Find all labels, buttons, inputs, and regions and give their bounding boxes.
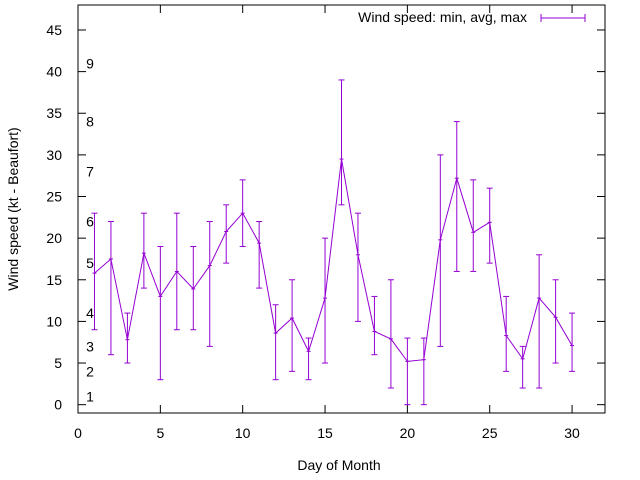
y-axis-label: Wind speed (kt - Beaufort) xyxy=(5,127,21,290)
beaufort-label: 4 xyxy=(86,305,94,321)
y-tick-label: 40 xyxy=(46,64,62,80)
x-tick-label: 15 xyxy=(317,425,333,441)
x-axis-label: Day of Month xyxy=(297,457,380,473)
x-tick-label: 10 xyxy=(235,425,251,441)
x-tick-label: 25 xyxy=(482,425,498,441)
beaufort-label: 8 xyxy=(86,114,94,130)
legend-label: Wind speed: min, avg, max xyxy=(358,9,527,25)
y-tick-label: 20 xyxy=(46,230,62,246)
beaufort-label: 7 xyxy=(86,164,94,180)
y-tick-label: 10 xyxy=(46,313,62,329)
y-tick-label: 15 xyxy=(46,272,62,288)
x-tick-label: 0 xyxy=(74,425,82,441)
x-tick-label: 20 xyxy=(400,425,416,441)
plot-frame xyxy=(77,4,606,414)
beaufort-label: 9 xyxy=(86,55,94,71)
y-tick-label: 30 xyxy=(46,147,62,163)
legend: Wind speed: min, avg, max xyxy=(358,9,586,25)
beaufort-label: 5 xyxy=(86,255,94,271)
beaufort-label: 1 xyxy=(86,388,94,404)
x-tick-label: 30 xyxy=(564,425,580,441)
series-line xyxy=(94,158,573,362)
beaufort-label: 2 xyxy=(86,363,94,379)
y-tick-label: 35 xyxy=(46,105,62,121)
y-tick-label: 5 xyxy=(54,355,62,371)
y-tick-label: 45 xyxy=(46,22,62,38)
y-tick-label: 25 xyxy=(46,189,62,205)
beaufort-scale-labels: 1 2 3 4 5 6 7 8 9 xyxy=(86,55,94,404)
y-tick-label: 0 xyxy=(54,397,62,413)
beaufort-label: 6 xyxy=(86,213,94,229)
series-layer xyxy=(91,79,576,406)
beaufort-label: 3 xyxy=(86,338,94,354)
x-tick-label: 5 xyxy=(156,425,164,441)
